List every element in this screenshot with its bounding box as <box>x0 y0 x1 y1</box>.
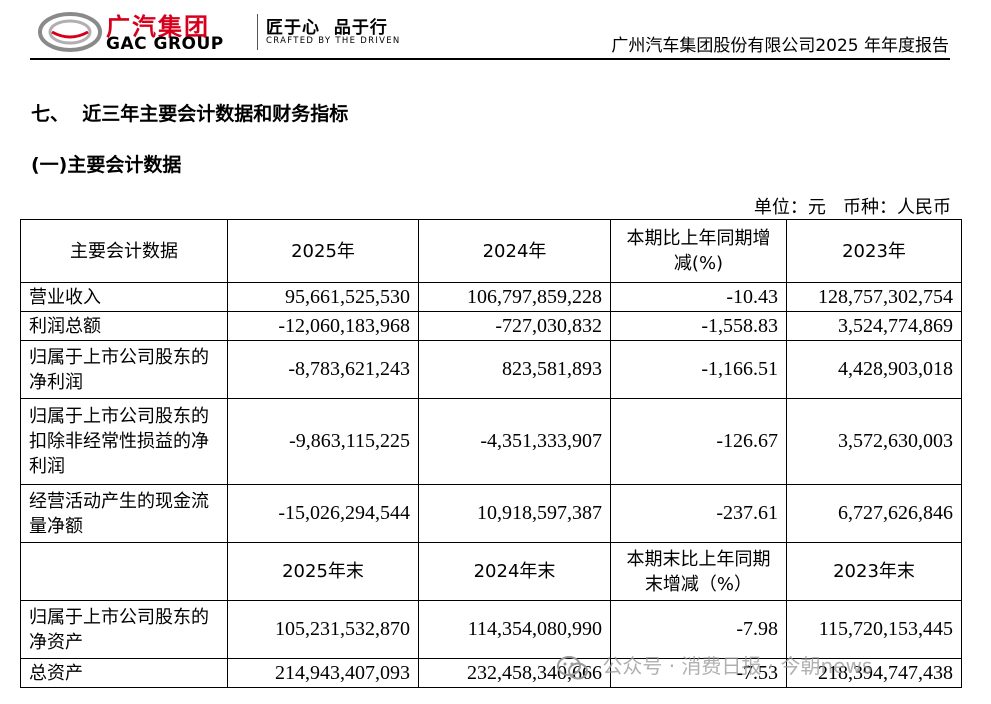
value-cell: 3,572,630,003 <box>786 398 962 485</box>
table-row: 归属于上市公司股东的净利润 -8,783,621,243 823,581,893… <box>20 340 962 399</box>
value-cell: 218,394,747,438 <box>786 658 962 688</box>
value-cell: -4,351,333,907 <box>418 398 611 485</box>
header-rule <box>30 58 950 60</box>
report-title: 广州汽车集团股份有限公司2025 年年度报告 <box>611 36 949 56</box>
value-cell: 128,757,302,754 <box>786 282 962 312</box>
value-cell: 214,943,407,093 <box>227 658 419 688</box>
row-label: 归属于上市公司股东的净资产 <box>20 600 228 659</box>
value-cell: 114,354,080,990 <box>418 600 611 659</box>
table-subheader-row: 2025年末 2024年末 本期末比上年同期末增减（%） 2023年末 <box>20 542 962 601</box>
row-label: 归属于上市公司股东的扣除非经常性损益的净利润 <box>20 398 228 485</box>
value-cell: 823,581,893 <box>418 340 611 399</box>
wechat-icon <box>557 655 588 679</box>
value-cell: 105,231,532,870 <box>227 600 419 659</box>
value-cell: 115,720,153,445 <box>786 600 962 659</box>
value-cell: -1,166.51 <box>610 340 787 399</box>
value-cell: -237.61 <box>610 484 787 543</box>
logo-divider <box>257 14 258 50</box>
header-cell: 2023年末 <box>786 542 962 601</box>
header-cell: 2025年 <box>227 219 419 283</box>
table-row: 利润总额 -12,060,183,968 -727,030,832 -1,558… <box>20 311 962 341</box>
header-cell <box>20 542 228 601</box>
table-row: 营业收入 95,661,525,530 106,797,859,228 -10.… <box>20 282 962 312</box>
value-cell: -10.43 <box>610 282 787 312</box>
value-cell: 10,918,597,387 <box>418 484 611 543</box>
value-cell: -15,026,294,544 <box>227 484 419 543</box>
accounting-data-table: 主要会计数据 2025年 2024年 本期比上年同期增减(%) 2023年 营业… <box>20 219 962 688</box>
value-cell: 6,727,626,846 <box>786 484 962 543</box>
value-cell: -9,863,115,225 <box>227 398 419 485</box>
watermark: 公众号 · 消费日报 · 今朝news <box>556 650 873 679</box>
unit-currency-note: 单位：元 币种：人民币 <box>753 197 951 218</box>
value-cell: 95,661,525,530 <box>227 282 419 312</box>
logo-chinese: 广汽集团 <box>106 13 210 41</box>
section-title: 七、 近三年主要会计数据和财务指标 <box>31 103 349 125</box>
header-cell: 本期末比上年同期末增减（%） <box>610 542 787 601</box>
value-cell: 4,428,903,018 <box>786 340 962 399</box>
header-cell: 本期比上年同期增减(%) <box>610 219 787 283</box>
header-cell: 2024年末 <box>418 542 611 601</box>
header-cell: 2024年 <box>418 219 611 283</box>
header-cell: 主要会计数据 <box>20 219 228 283</box>
slogan-chinese: 匠于心 品于行 <box>266 18 388 38</box>
table-row: 总资产 214,943,407,093 232,458,340,666 -7.5… <box>20 658 962 688</box>
value-cell: -727,030,832 <box>418 311 611 341</box>
header-cell: 2025年末 <box>227 542 419 601</box>
row-label: 利润总额 <box>20 311 228 341</box>
value-cell: 106,797,859,228 <box>418 282 611 312</box>
table-header-row: 主要会计数据 2025年 2024年 本期比上年同期增减(%) 2023年 <box>20 219 962 283</box>
watermark-text: 公众号 · 消费日报 · 今朝news <box>602 654 873 678</box>
gac-logo-icon <box>38 12 102 52</box>
report-header: 广汽集团 GAC GROUP 匠于心 品于行 CRAFTED BY THE DR… <box>0 0 991 62</box>
value-cell: -12,060,183,968 <box>227 311 419 341</box>
value-cell: 3,524,774,869 <box>786 311 962 341</box>
table-row: 经营活动产生的现金流量净额 -15,026,294,544 10,918,597… <box>20 484 962 543</box>
logo-english: GAC GROUP <box>106 34 224 54</box>
sub-title: (一)主要会计数据 <box>31 154 182 176</box>
row-label: 总资产 <box>20 658 228 688</box>
header-cell: 2023年 <box>786 219 962 283</box>
value-cell: -7.53 <box>610 658 787 688</box>
value-cell: -1,558.83 <box>610 311 787 341</box>
row-label: 经营活动产生的现金流量净额 <box>20 484 228 543</box>
value-cell: -126.67 <box>610 398 787 485</box>
row-label: 营业收入 <box>20 282 228 312</box>
value-cell: -8,783,621,243 <box>227 340 419 399</box>
slogan-english: CRAFTED BY THE DRIVEN <box>266 36 401 46</box>
table-row: 归属于上市公司股东的扣除非经常性损益的净利润 -9,863,115,225 -4… <box>20 398 962 485</box>
row-label: 归属于上市公司股东的净利润 <box>20 340 228 399</box>
